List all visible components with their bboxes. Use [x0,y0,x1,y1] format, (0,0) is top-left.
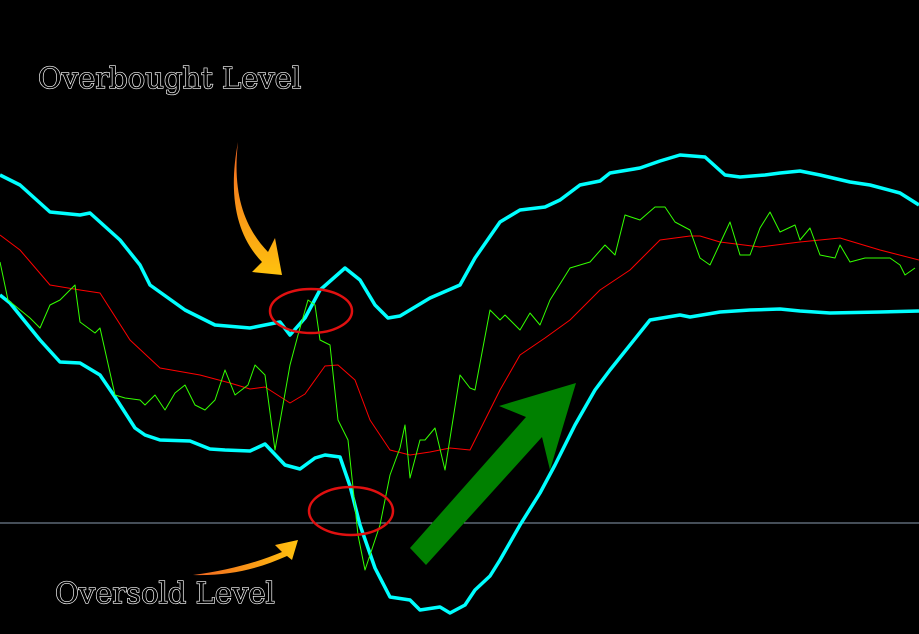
overbought-pointer-arrow [233,142,282,275]
upper-band-series [0,153,919,337]
overbought-highlight-circle [268,287,354,335]
oscillator-series [0,206,916,571]
oversold-highlight-circle [307,485,395,537]
lower-band-series [0,293,919,615]
overbought-label: Overbought Level [38,61,301,95]
oversold-label: Oversold Level [55,576,275,610]
middle-line-series [0,234,919,456]
oversold-pointer-arrow [193,540,298,576]
uptrend-arrow [410,383,576,565]
series-layer [0,153,919,615]
